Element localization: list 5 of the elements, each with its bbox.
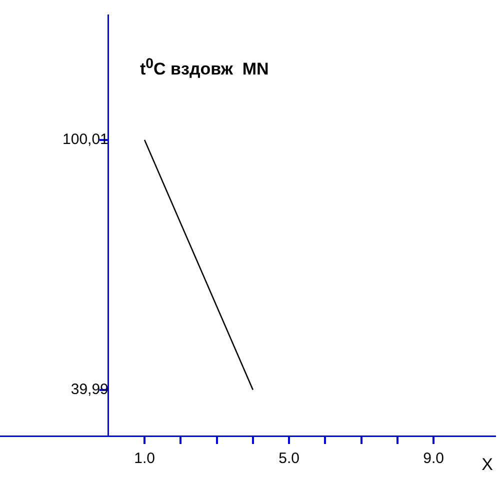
x-axis-title: X [482,455,493,474]
x-tick-label: 1.0 [134,450,155,468]
text: t$^{0}$C вздовж MN [140,56,269,80]
x-tick-label: 9.0 [423,450,444,468]
x-tick-label: 5.0 [278,450,300,468]
